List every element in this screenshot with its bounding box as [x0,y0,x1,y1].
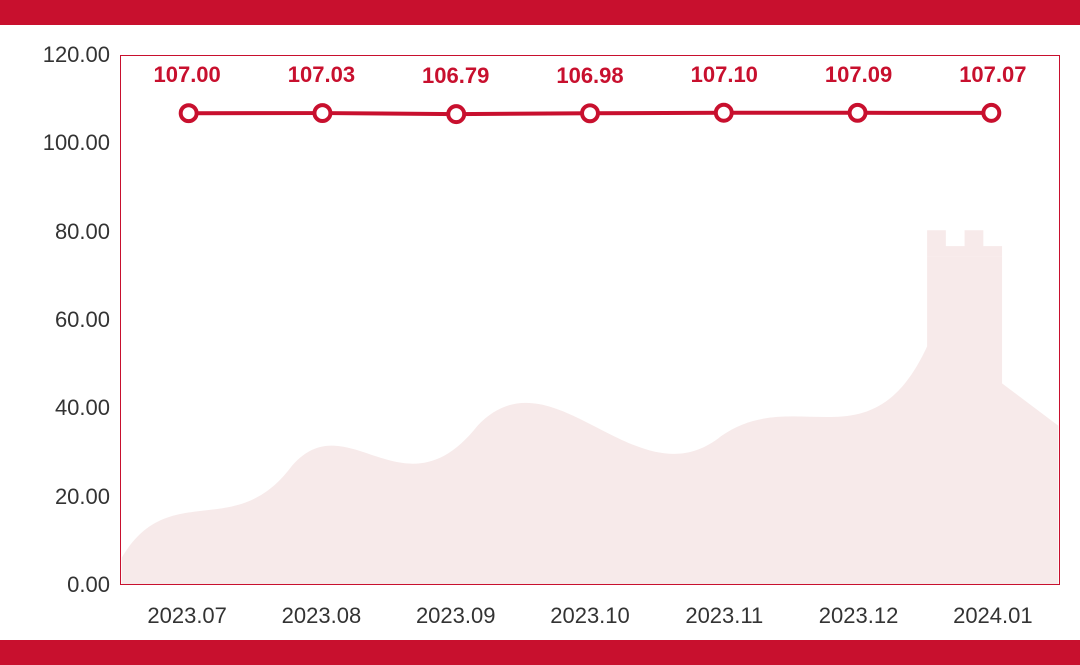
data-marker [314,105,330,121]
x-tick-label: 2024.01 [953,603,1033,629]
data-label: 106.98 [556,63,623,89]
data-label: 107.09 [825,62,892,88]
x-tick-label: 2023.08 [282,603,362,629]
plot-area [120,55,1060,585]
data-marker [181,105,197,121]
data-label: 107.10 [691,62,758,88]
data-label: 106.79 [422,63,489,89]
data-label: 107.00 [153,62,220,88]
chart-frame: 0.00 20.00 40.00 60.00 80.00 100.00 120.00 2023… [0,0,1080,665]
y-tick-label: 100.00 [43,130,110,156]
y-tick-label: 80.00 [55,219,110,245]
data-marker [983,105,999,121]
x-tick-label: 2023.10 [550,603,630,629]
data-label: 107.03 [288,62,355,88]
data-marker [582,105,598,121]
top-accent-bar [0,0,1080,25]
y-tick-label: 120.00 [43,42,110,68]
data-marker [850,105,866,121]
data-marker [716,105,732,121]
y-tick-label: 60.00 [55,307,110,333]
y-tick-label: 0.00 [67,572,110,598]
bottom-accent-bar [0,640,1080,665]
x-tick-label: 2023.11 [685,603,763,629]
watermark-tower [927,230,1002,256]
chart-svg [121,56,1059,584]
x-tick-label: 2023.07 [147,603,227,629]
x-tick-label: 2023.09 [416,603,496,629]
x-tick-label: 2023.12 [819,603,899,629]
y-tick-label: 40.00 [55,395,110,421]
watermark-greatwall [122,257,1058,584]
y-tick-label: 20.00 [55,484,110,510]
data-label: 107.07 [959,62,1026,88]
data-marker [448,106,464,122]
